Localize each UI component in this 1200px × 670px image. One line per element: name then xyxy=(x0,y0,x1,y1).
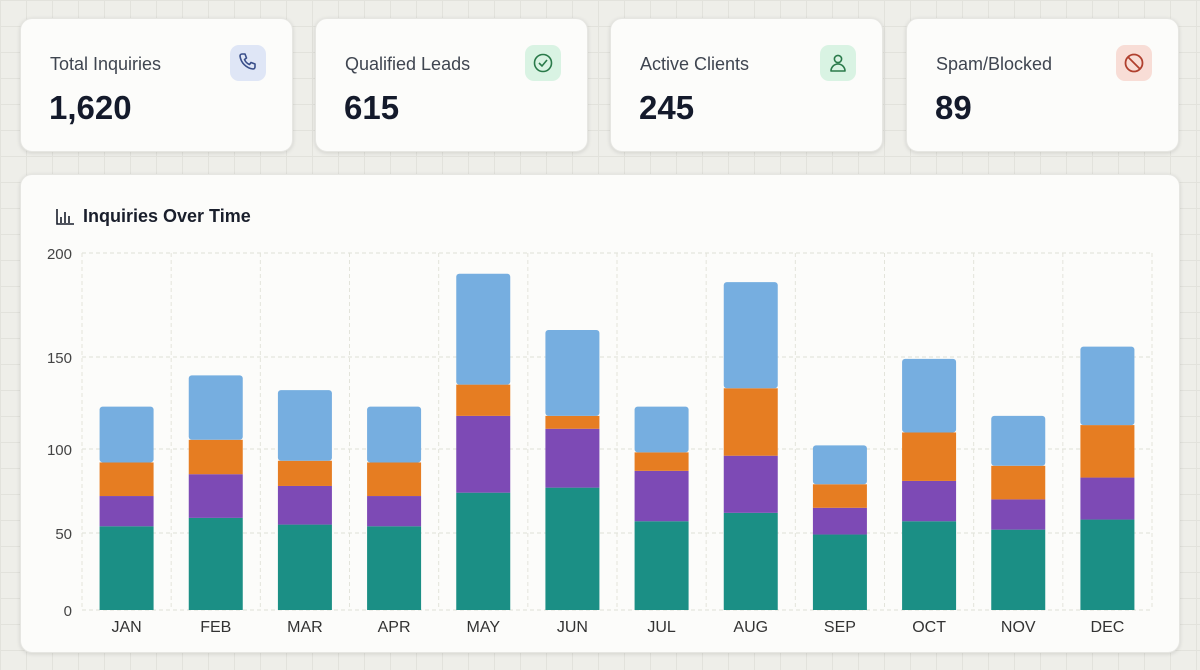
bar-segment xyxy=(188,375,243,440)
stat-label: Total Inquiries xyxy=(50,54,162,74)
bar-segment xyxy=(991,499,1046,530)
bar-segment xyxy=(634,521,689,610)
bar-segment xyxy=(367,496,422,527)
bar-segment xyxy=(723,455,778,513)
bar-segment xyxy=(812,445,867,485)
bar-segment xyxy=(456,384,511,416)
bar-segment xyxy=(545,487,600,610)
ban-icon xyxy=(1116,45,1152,81)
x-tick-label: JUN xyxy=(557,619,588,636)
x-tick-label: JUL xyxy=(647,619,676,636)
stat-value: 615 xyxy=(344,89,400,126)
bar-segment xyxy=(723,388,778,456)
bar-segment xyxy=(1080,346,1135,426)
phone-icon xyxy=(230,45,266,81)
y-tick-label: 0 xyxy=(64,603,72,620)
bar-segment xyxy=(723,282,778,389)
bar-segment xyxy=(812,534,867,610)
check-circle-icon xyxy=(525,45,561,81)
stat-label: Spam/Blocked xyxy=(936,54,1053,74)
bar-segment xyxy=(99,526,154,610)
bar-segment xyxy=(723,512,778,610)
y-tick-label: 150 xyxy=(47,350,72,367)
bar-segment xyxy=(367,526,422,610)
bar-segment xyxy=(456,492,511,610)
stat-card: Active Clients 245 xyxy=(610,18,883,152)
x-tick-label: MAR xyxy=(287,619,323,636)
stat-value: 89 xyxy=(935,89,972,126)
bar-segment xyxy=(456,273,511,385)
bar-segment xyxy=(902,521,957,610)
x-tick-label: SEP xyxy=(824,619,856,636)
bar-segment xyxy=(1080,425,1135,478)
bar-chart-icon xyxy=(56,208,74,225)
stat-value: 1,620 xyxy=(49,89,132,126)
stat-value: 245 xyxy=(639,89,695,126)
bar-segment xyxy=(277,485,332,525)
x-tick-label: OCT xyxy=(912,619,946,636)
bar-segment xyxy=(99,406,154,463)
bar-segment xyxy=(634,470,689,522)
bar-segment xyxy=(991,415,1046,466)
bar-segment xyxy=(367,462,422,497)
bar-segment xyxy=(188,517,243,610)
bar-segment xyxy=(1080,519,1135,610)
bar-segment xyxy=(99,462,154,497)
bar-segment xyxy=(902,480,957,522)
bar-segment xyxy=(634,452,689,471)
y-tick-label: 100 xyxy=(47,442,72,459)
stat-card: Total Inquiries 1,620 xyxy=(20,18,293,152)
chart-title: Inquiries Over Time xyxy=(55,206,251,227)
bar-segment xyxy=(188,439,243,475)
bar-segment xyxy=(545,415,600,429)
stat-card: Spam/Blocked 89 xyxy=(906,18,1179,152)
bar-segment xyxy=(634,406,689,453)
y-tick-label: 200 xyxy=(47,246,72,263)
bar-segment xyxy=(545,428,600,488)
bar-segment xyxy=(812,507,867,535)
stat-label: Qualified Leads xyxy=(345,54,471,74)
bar-segment xyxy=(277,524,332,610)
x-tick-label: MAY xyxy=(467,619,501,636)
bar-segment xyxy=(99,496,154,527)
x-tick-label: NOV xyxy=(1001,619,1036,636)
user-icon xyxy=(820,45,856,81)
y-tick-label: 50 xyxy=(55,526,72,543)
stat-label: Active Clients xyxy=(640,54,750,74)
x-tick-label: JAN xyxy=(111,619,141,636)
bar-segment xyxy=(812,484,867,508)
stat-card: Qualified Leads 615 xyxy=(315,18,588,152)
x-tick-label: APR xyxy=(378,619,411,636)
bar-segment xyxy=(367,406,422,463)
bar-segment xyxy=(277,390,332,461)
chart-title-text: Inquiries Over Time xyxy=(83,206,251,226)
bar-segment xyxy=(902,358,957,433)
bar-segment xyxy=(991,529,1046,610)
x-tick-label: FEB xyxy=(200,619,231,636)
x-tick-label: DEC xyxy=(1091,619,1125,636)
bar-segment xyxy=(545,329,600,416)
bar-segment xyxy=(277,460,332,486)
x-tick-label: AUG xyxy=(733,619,768,636)
bar-segment xyxy=(1080,477,1135,520)
bar-segment xyxy=(456,415,511,493)
bar-segment xyxy=(188,474,243,518)
bar-segment xyxy=(991,465,1046,500)
bar-segment xyxy=(902,432,957,481)
